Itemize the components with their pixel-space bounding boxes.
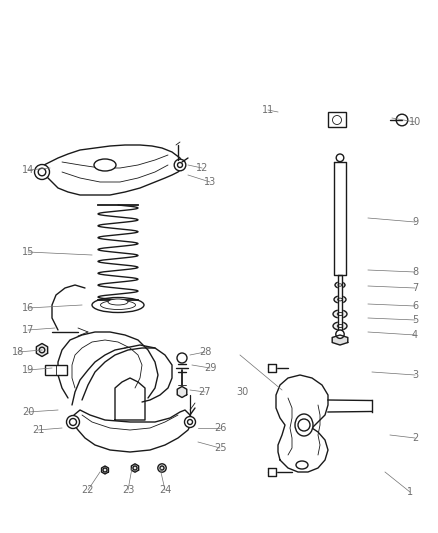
Circle shape — [336, 330, 344, 338]
Circle shape — [39, 347, 45, 353]
Text: 4: 4 — [412, 330, 418, 340]
Polygon shape — [338, 275, 342, 330]
Polygon shape — [42, 145, 182, 195]
Text: 14: 14 — [22, 165, 34, 175]
Ellipse shape — [333, 322, 347, 330]
Circle shape — [160, 466, 164, 470]
Ellipse shape — [100, 301, 135, 310]
Ellipse shape — [338, 284, 342, 286]
Circle shape — [298, 419, 310, 431]
Text: 22: 22 — [82, 485, 94, 495]
Text: 30: 30 — [236, 387, 248, 397]
Circle shape — [67, 416, 80, 429]
Ellipse shape — [338, 298, 343, 301]
Text: 7: 7 — [412, 283, 418, 293]
Ellipse shape — [296, 461, 308, 469]
Text: 11: 11 — [262, 105, 274, 115]
Text: 26: 26 — [214, 423, 226, 433]
Polygon shape — [102, 466, 109, 474]
Circle shape — [396, 114, 408, 126]
Polygon shape — [177, 386, 187, 398]
Text: 10: 10 — [409, 117, 421, 127]
Text: 25: 25 — [214, 443, 226, 453]
Text: 13: 13 — [204, 177, 216, 187]
Polygon shape — [131, 464, 139, 472]
Text: 24: 24 — [159, 485, 171, 495]
Text: 5: 5 — [412, 315, 418, 325]
Polygon shape — [36, 343, 48, 357]
Polygon shape — [276, 375, 328, 472]
Circle shape — [332, 116, 342, 125]
Text: 29: 29 — [204, 363, 216, 373]
Text: 3: 3 — [412, 370, 418, 380]
Text: 28: 28 — [199, 347, 211, 357]
Text: 2: 2 — [412, 433, 418, 443]
Ellipse shape — [94, 159, 116, 171]
Bar — [328, 112, 346, 127]
Text: 16: 16 — [22, 303, 34, 313]
Text: 17: 17 — [22, 325, 34, 335]
Circle shape — [184, 416, 195, 427]
Bar — [45, 365, 67, 375]
Circle shape — [187, 419, 192, 424]
Text: 9: 9 — [412, 217, 418, 227]
Text: 15: 15 — [22, 247, 34, 257]
Circle shape — [158, 464, 166, 472]
Circle shape — [177, 163, 183, 167]
Text: 6: 6 — [412, 301, 418, 311]
Ellipse shape — [337, 325, 343, 328]
Polygon shape — [332, 335, 348, 345]
Ellipse shape — [108, 299, 128, 305]
Polygon shape — [268, 468, 276, 476]
Polygon shape — [72, 410, 192, 452]
Text: 1: 1 — [407, 487, 413, 497]
Text: 23: 23 — [122, 485, 134, 495]
Circle shape — [70, 418, 77, 425]
Circle shape — [177, 353, 187, 363]
Ellipse shape — [337, 312, 343, 316]
Ellipse shape — [295, 414, 313, 436]
Polygon shape — [268, 364, 276, 372]
Ellipse shape — [333, 310, 347, 318]
Circle shape — [133, 466, 137, 470]
Ellipse shape — [334, 296, 346, 303]
Circle shape — [336, 154, 344, 161]
Circle shape — [174, 159, 186, 171]
Circle shape — [103, 468, 107, 472]
Text: 27: 27 — [199, 387, 211, 397]
Text: 18: 18 — [12, 347, 24, 357]
Text: 19: 19 — [22, 365, 34, 375]
Text: 12: 12 — [196, 163, 208, 173]
Text: 20: 20 — [22, 407, 34, 417]
Polygon shape — [328, 400, 372, 412]
Text: 21: 21 — [32, 425, 44, 435]
Circle shape — [38, 168, 46, 176]
Circle shape — [35, 165, 49, 180]
Text: 8: 8 — [412, 267, 418, 277]
Polygon shape — [334, 162, 346, 275]
Ellipse shape — [92, 297, 144, 312]
Ellipse shape — [335, 282, 345, 288]
Polygon shape — [115, 378, 145, 420]
